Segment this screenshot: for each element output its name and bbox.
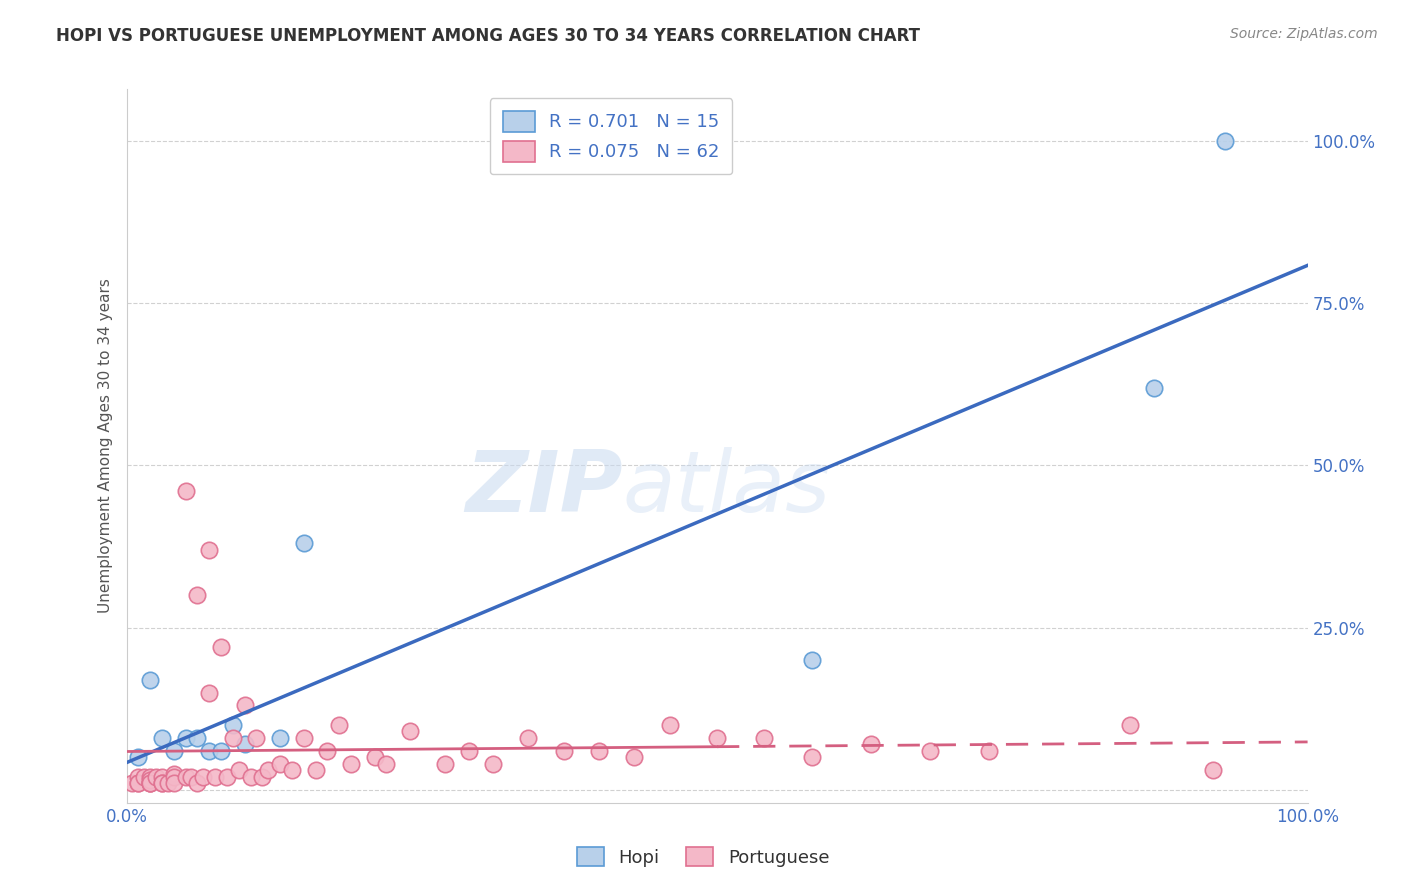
Point [1119, 718, 1142, 732]
Point [127, 750, 149, 764]
Point [754, 731, 776, 745]
Text: ZIP: ZIP [465, 447, 623, 531]
Point [304, 764, 326, 778]
Point [316, 744, 339, 758]
Point [198, 685, 221, 699]
Point [134, 770, 156, 784]
Point [257, 764, 280, 778]
Point [163, 770, 186, 784]
Point [517, 731, 540, 745]
Point [1202, 764, 1225, 778]
Point [150, 776, 173, 790]
Point [481, 756, 503, 771]
Point [163, 776, 186, 790]
Point [193, 770, 215, 784]
Point [1143, 381, 1166, 395]
Point [186, 731, 208, 745]
Point [292, 536, 315, 550]
Point [859, 738, 882, 752]
Point [222, 731, 245, 745]
Point [198, 542, 221, 557]
Point [186, 776, 208, 790]
Point [209, 640, 232, 654]
Point [139, 773, 162, 788]
Point [658, 718, 681, 732]
Point [204, 770, 226, 784]
Point [458, 744, 481, 758]
Point [174, 484, 197, 499]
Point [215, 770, 238, 784]
Point [706, 731, 728, 745]
Point [281, 764, 304, 778]
Point [180, 770, 202, 784]
Point [1213, 134, 1236, 148]
Y-axis label: Unemployment Among Ages 30 to 34 years: Unemployment Among Ages 30 to 34 years [97, 278, 112, 614]
Point [340, 756, 363, 771]
Point [977, 744, 1000, 758]
Point [150, 731, 173, 745]
Legend: Hopi, Portuguese: Hopi, Portuguese [569, 840, 837, 874]
Point [174, 770, 197, 784]
Point [800, 750, 823, 764]
Point [121, 776, 143, 790]
Point [553, 744, 575, 758]
Point [233, 698, 256, 713]
Point [139, 776, 162, 790]
Point [139, 776, 162, 790]
Point [800, 653, 823, 667]
Text: HOPI VS PORTUGUESE UNEMPLOYMENT AMONG AGES 30 TO 34 YEARS CORRELATION CHART: HOPI VS PORTUGUESE UNEMPLOYMENT AMONG AG… [56, 27, 921, 45]
Point [127, 776, 149, 790]
Point [269, 756, 291, 771]
Point [156, 776, 179, 790]
Point [174, 731, 197, 745]
Point [918, 744, 941, 758]
Legend: R = 0.701   N = 15, R = 0.075   N = 62: R = 0.701 N = 15, R = 0.075 N = 62 [489, 98, 733, 174]
Point [239, 770, 262, 784]
Point [328, 718, 350, 732]
Point [139, 770, 162, 784]
Point [292, 731, 315, 745]
Point [186, 588, 208, 602]
Point [145, 770, 167, 784]
Point [233, 738, 256, 752]
Point [139, 673, 162, 687]
Text: Source: ZipAtlas.com: Source: ZipAtlas.com [1230, 27, 1378, 41]
Text: atlas: atlas [623, 447, 831, 531]
Point [150, 770, 173, 784]
Point [245, 731, 267, 745]
Point [269, 731, 291, 745]
Point [150, 776, 173, 790]
Point [127, 770, 149, 784]
Point [222, 718, 245, 732]
Point [163, 744, 186, 758]
Point [588, 744, 610, 758]
Point [375, 756, 398, 771]
Point [209, 744, 232, 758]
Point [198, 744, 221, 758]
Point [434, 756, 457, 771]
Point [228, 764, 250, 778]
Point [139, 776, 162, 790]
Point [399, 724, 422, 739]
Point [363, 750, 385, 764]
Point [252, 770, 274, 784]
Point [127, 776, 149, 790]
Point [163, 766, 186, 780]
Point [623, 750, 645, 764]
